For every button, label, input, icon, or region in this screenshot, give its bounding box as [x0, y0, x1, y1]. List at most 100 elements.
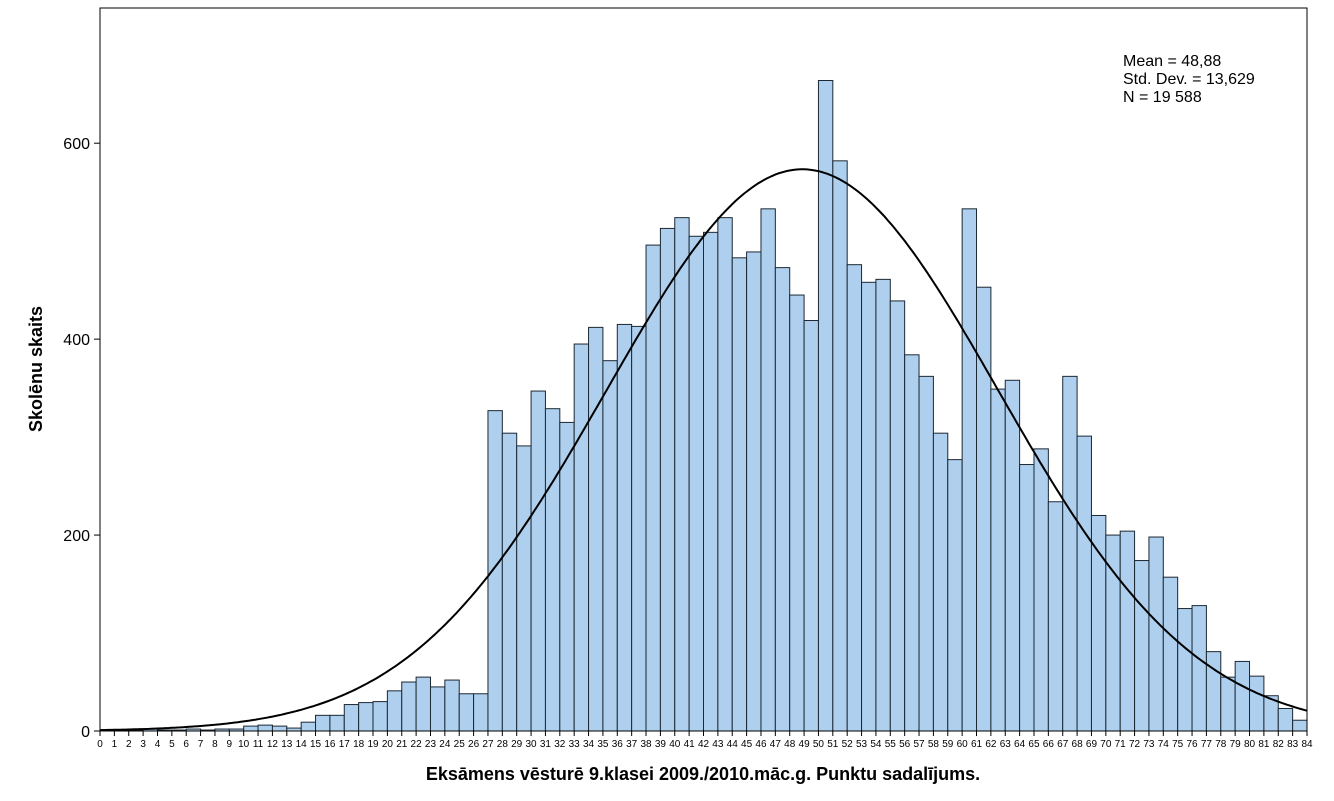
histogram-bar [904, 354, 920, 732]
histogram-bar [1162, 576, 1179, 732]
x-tick-label: 35 [597, 739, 609, 750]
x-tick-label: 46 [755, 739, 767, 750]
stat-std-dev: Std. Dev. = 13,629 [1123, 71, 1255, 88]
histogram-bar [372, 701, 388, 732]
x-tick-label: 20 [382, 739, 394, 750]
histogram-bar [415, 676, 431, 732]
histogram-bar [1076, 435, 1092, 732]
stat-mean: Mean = 48,88 [1123, 53, 1221, 70]
x-tick-label: 75 [1172, 739, 1184, 750]
y-tick-label: 0 [81, 724, 90, 741]
x-tick-label: 77 [1201, 739, 1213, 750]
histogram-bar [487, 410, 503, 732]
histogram-bar [588, 326, 604, 732]
x-tick-label: 6 [183, 739, 189, 750]
x-tick-label: 76 [1186, 739, 1198, 750]
histogram-bar [731, 257, 748, 732]
x-tick-label: 26 [468, 739, 480, 750]
x-tick-label: 62 [985, 739, 997, 750]
x-tick-label: 63 [1000, 739, 1012, 750]
histogram-bar [760, 208, 776, 732]
x-tick-label: 80 [1244, 739, 1256, 750]
x-tick-label: 31 [540, 739, 552, 750]
x-tick-label: 10 [238, 739, 250, 750]
x-tick-label: 16 [324, 739, 336, 750]
x-tick-label: 68 [1072, 739, 1084, 750]
x-tick-label: 34 [583, 739, 595, 750]
x-tick-label: 21 [396, 739, 408, 750]
x-tick-label: 51 [827, 739, 839, 750]
histogram-bar [889, 300, 906, 732]
histogram-bar [1090, 514, 1107, 732]
x-tick-label: 39 [655, 739, 667, 750]
histogram-bar [1205, 651, 1222, 732]
histogram-bar [1220, 676, 1236, 732]
histogram-bar [315, 714, 331, 732]
histogram-bar [746, 251, 762, 732]
histogram-bar [343, 704, 360, 732]
histogram-bar [501, 432, 518, 732]
x-tick-label: 58 [928, 739, 940, 750]
x-tick-label: 3 [140, 739, 146, 750]
x-tick-label: 43 [712, 739, 724, 750]
histogram-bar [516, 445, 532, 732]
x-tick-label: 44 [727, 739, 739, 750]
x-tick-label: 64 [1014, 739, 1026, 750]
histogram-bar [803, 320, 819, 732]
histogram-bar [688, 235, 705, 732]
x-tick-label: 12 [267, 739, 279, 750]
x-tick-label: 25 [454, 739, 466, 750]
histogram-bar [473, 693, 489, 732]
histogram-bar [932, 432, 949, 732]
histogram-bar [846, 264, 863, 732]
x-tick-label: 70 [1100, 739, 1112, 750]
histogram-bar [703, 231, 719, 732]
x-tick-label: 55 [885, 739, 897, 750]
x-tick-label: 36 [612, 739, 624, 750]
x-tick-label: 17 [339, 739, 351, 750]
x-tick-label: 19 [367, 739, 379, 750]
x-tick-label: 74 [1158, 739, 1170, 750]
histogram-bar [1119, 530, 1136, 732]
x-tick-label: 66 [1043, 739, 1055, 750]
histogram-bar [1277, 707, 1294, 732]
y-tick-label: 600 [63, 136, 90, 153]
histogram-bar [559, 421, 575, 732]
x-tick-label: 24 [439, 739, 451, 750]
x-tick-label: 47 [770, 739, 782, 750]
histogram-bar [861, 281, 877, 732]
histogram-bar [774, 267, 791, 732]
x-tick-label: 29 [511, 739, 523, 750]
histogram-bar [875, 278, 891, 732]
x-tick-label: 53 [856, 739, 868, 750]
histogram-bar [1134, 560, 1150, 732]
x-tick-label: 79 [1230, 739, 1242, 750]
x-tick-label: 30 [526, 739, 538, 750]
histogram-bar [976, 286, 992, 732]
x-tick-label: 27 [482, 739, 494, 750]
y-tick-label: 200 [63, 528, 90, 545]
histogram-bar [243, 725, 259, 732]
histogram-bar [1019, 464, 1035, 732]
x-tick-label: 83 [1287, 739, 1299, 750]
y-axis: 0 200 400 600 [63, 136, 100, 741]
histogram-bar [961, 208, 978, 732]
x-tick-label: 59 [942, 739, 954, 750]
x-axis-label: Eksāmens vēsturē 9.klasei 2009./2010.māc… [426, 764, 980, 784]
histogram-bar [832, 160, 848, 732]
histogram-bar [386, 690, 403, 732]
x-tick-label: 48 [784, 739, 796, 750]
histogram-bar [573, 343, 590, 732]
histogram-bar [1292, 719, 1308, 732]
x-tick-label: 1 [112, 739, 118, 750]
histogram-bar [329, 714, 345, 732]
histogram-bar [947, 459, 963, 732]
x-tick-label: 15 [310, 739, 322, 750]
x-tick-label: 11 [253, 739, 264, 750]
x-tick-label: 14 [296, 739, 308, 750]
x-tick-label: 23 [425, 739, 437, 750]
histogram-bar [616, 323, 633, 732]
histogram-bar [1249, 675, 1265, 732]
histogram-bar [530, 390, 546, 732]
histogram-bar [257, 724, 273, 732]
